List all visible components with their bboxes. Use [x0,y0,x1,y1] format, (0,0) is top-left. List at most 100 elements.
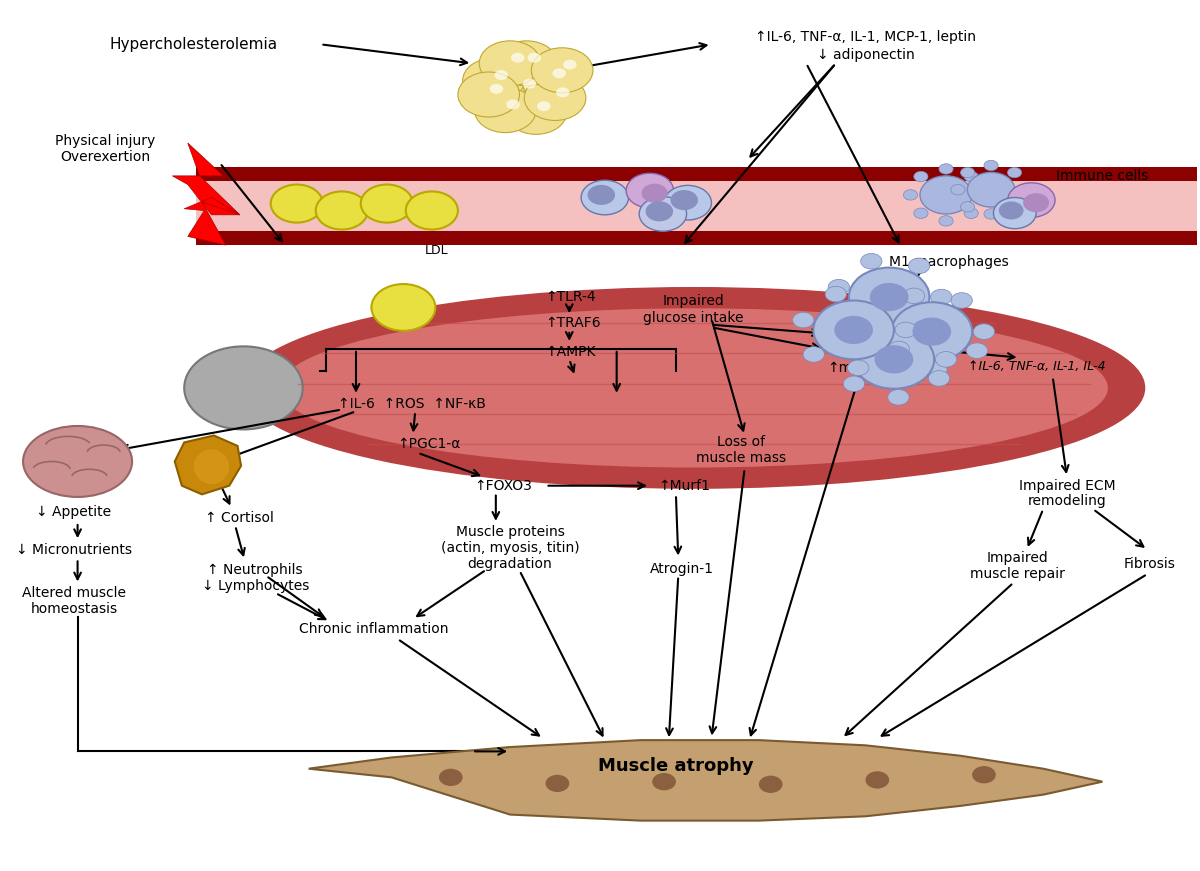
Circle shape [870,283,908,311]
Circle shape [546,774,569,792]
Circle shape [912,318,952,346]
Circle shape [844,376,865,392]
Circle shape [950,185,965,195]
Text: LDL: LDL [425,244,449,257]
Circle shape [556,87,570,98]
Circle shape [908,258,930,273]
Circle shape [892,302,972,361]
Circle shape [505,90,566,134]
Ellipse shape [280,308,1108,468]
Circle shape [974,190,989,200]
Text: hypertrophy: hypertrophy [478,73,571,88]
Circle shape [839,314,860,329]
Bar [196,232,1198,245]
Text: ↑myostatin: ↑myostatin [828,361,908,375]
Circle shape [439,769,463,786]
Circle shape [1008,202,1021,212]
Text: ↑ Cortisol: ↑ Cortisol [205,510,275,524]
Circle shape [1008,167,1021,178]
Circle shape [646,201,673,221]
Circle shape [964,172,978,182]
Text: Hypercholesterolemia: Hypercholesterolemia [109,37,277,51]
Circle shape [524,76,586,120]
Circle shape [521,57,582,101]
Circle shape [361,185,413,223]
Circle shape [581,180,629,215]
Text: Adipocyte: Adipocyte [486,56,563,71]
Circle shape [935,352,956,368]
Circle shape [563,60,577,70]
Circle shape [960,167,974,178]
Circle shape [758,775,782,793]
Text: homeostasis: homeostasis [30,602,118,616]
Circle shape [938,216,953,226]
Text: muscle repair: muscle repair [970,567,1064,581]
Circle shape [826,287,846,302]
Text: Impaired: Impaired [662,294,725,308]
Circle shape [828,280,850,295]
Circle shape [964,208,978,219]
Circle shape [834,316,872,344]
Text: ↑ Neutrophils: ↑ Neutrophils [208,563,304,577]
Circle shape [904,190,918,200]
Text: Altered muscle: Altered muscle [22,586,126,600]
Ellipse shape [193,449,229,484]
Text: ↓ adiponectin: ↓ adiponectin [817,48,914,62]
Text: Brain: Brain [55,453,92,467]
Text: ↑Murf1: ↑Murf1 [658,479,710,493]
Text: ↑TRAF6: ↑TRAF6 [546,316,601,330]
Circle shape [538,101,551,111]
Circle shape [506,99,520,110]
Circle shape [848,267,930,327]
Circle shape [528,53,541,63]
Circle shape [929,370,949,386]
Circle shape [793,313,814,327]
Circle shape [860,253,882,269]
Text: (actin, myosis, titin): (actin, myosis, titin) [440,541,580,555]
Circle shape [458,72,520,117]
Circle shape [511,53,524,63]
Circle shape [463,58,524,103]
Circle shape [833,341,854,357]
Circle shape [1008,183,1055,218]
Text: M1 macrophages: M1 macrophages [888,255,1008,269]
Circle shape [984,160,998,171]
Circle shape [875,345,913,374]
Circle shape [1018,185,1031,195]
Circle shape [883,327,905,343]
Bar [196,181,1198,232]
Circle shape [924,308,944,324]
Circle shape [895,322,917,338]
Text: Muscle atrophy: Muscle atrophy [598,757,754,775]
Circle shape [872,291,894,307]
Circle shape [888,341,910,357]
Circle shape [271,185,323,223]
Text: ↓ Appetite: ↓ Appetite [36,504,112,518]
Circle shape [847,360,869,375]
Circle shape [803,347,824,362]
Text: Physical injury: Physical injury [55,134,155,148]
Circle shape [640,197,686,232]
Text: Chronic inflammation: Chronic inflammation [299,623,449,637]
Text: Atrogin-1: Atrogin-1 [650,562,714,576]
Circle shape [552,68,566,78]
Circle shape [938,164,953,174]
Text: degradation: degradation [468,557,552,571]
Circle shape [914,172,928,182]
Circle shape [998,201,1024,219]
Circle shape [642,184,667,203]
Circle shape [920,176,972,214]
Text: Adrenal: Adrenal [181,462,234,476]
Circle shape [479,41,541,86]
Circle shape [372,284,436,331]
Circle shape [960,202,974,212]
Circle shape [406,192,458,230]
Circle shape [490,84,503,94]
Circle shape [888,389,910,405]
Circle shape [814,300,894,360]
Circle shape [474,88,536,132]
Circle shape [491,67,553,111]
Polygon shape [185,198,240,245]
Circle shape [931,289,952,305]
Circle shape [881,348,902,364]
